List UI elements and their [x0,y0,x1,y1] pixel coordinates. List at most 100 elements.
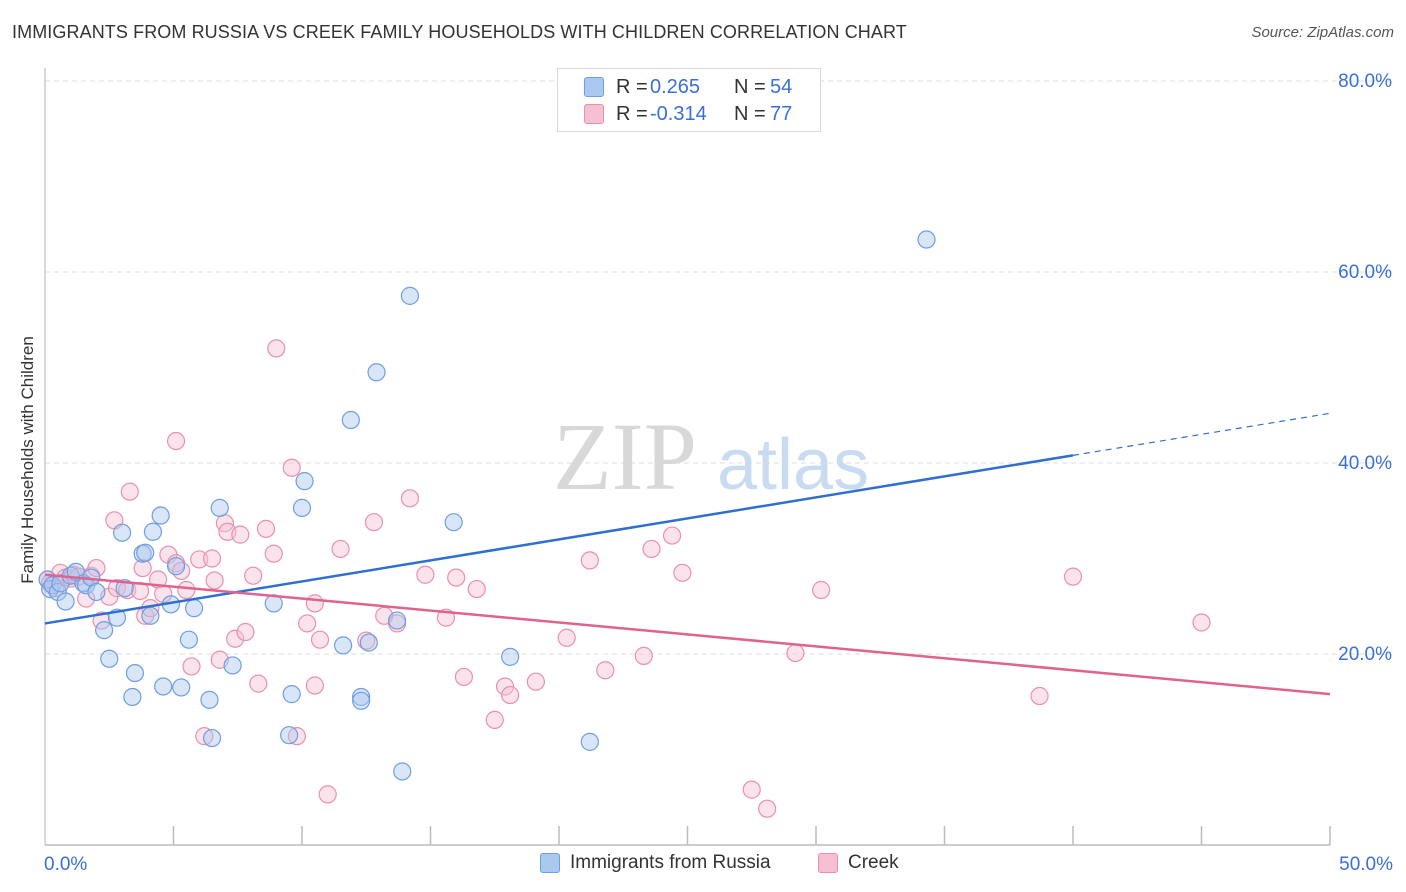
creek-point [305,676,324,695]
russia-point [172,678,191,697]
legend-swatch-russia [584,77,604,97]
russia-point [292,498,312,517]
creek-points [38,339,1211,818]
russia-point [179,630,199,649]
y-tick-label: 80.0% [1338,71,1392,92]
trend-lines [44,412,1331,696]
legend-item-russia[interactable]: Immigrants from Russia [540,852,771,874]
russia-point [580,732,599,751]
creek-point [634,646,653,666]
creek-point [244,566,263,585]
creek-point [596,661,615,680]
creek-point [205,571,224,590]
creek-point [485,710,504,729]
russia-point [143,522,163,541]
axes [44,68,1331,846]
legend-swatch-russia [540,853,560,873]
x-tick-label: 50.0% [1339,854,1393,875]
russia-point [112,523,132,542]
russia-point [123,687,142,707]
creek-point [267,339,286,358]
creek-point [202,549,222,568]
russia-point [280,726,299,745]
russia-point [444,513,463,532]
creek-point [742,780,761,799]
chart-title: IMMIGRANTS FROM RUSSIA VS CREEK FAMILY H… [12,22,907,42]
creek-point [557,628,576,647]
creek-point [120,482,139,501]
creek-point [331,539,350,559]
russia-point [136,543,155,562]
russia-point [295,472,314,491]
russia-point [387,611,407,630]
creek-point [495,677,515,696]
legend-n-label: N = [734,75,766,98]
creek-point [673,563,692,582]
russia-trend-extension [1072,412,1331,456]
russia-point [334,636,353,655]
watermark: ZIP atlas [553,403,869,510]
creek-point [231,525,250,544]
y-tick-label: 60.0% [1338,262,1392,283]
creek-point [77,589,96,608]
creek-point [526,672,545,691]
russia-point [166,557,186,576]
creek-point [467,579,486,599]
creek-point [282,458,301,477]
legend-r-label: R = [616,102,648,125]
creek-point [812,580,831,600]
legend-item-creek[interactable]: Creek [818,852,899,874]
russia-point [359,633,378,652]
x-tick-labels: 0.0% 50.0% [44,854,1393,875]
creek-point [758,799,777,818]
creek-trend-line [44,573,1331,696]
creek-point [182,657,201,676]
russia-trend-line [44,454,1074,625]
russia-point [352,687,371,707]
legend-n-value: 77 [770,102,793,125]
russia-point [501,647,520,666]
russia-point [917,230,936,249]
russia-point [100,649,119,668]
legend-swatch-creek [584,104,604,124]
creek-point [1192,613,1211,632]
creek-point [236,622,255,642]
russia-point [223,656,242,675]
source-credit: Source: ZipAtlas.com [1251,24,1394,41]
creek-point [256,519,276,538]
legend-label-creek: Creek [848,852,899,873]
correlation-legend: R = 0.265 N = 54 R = -0.314 N = 77 [557,68,821,132]
russia-point [367,363,386,382]
gridlines [45,80,1392,655]
creek-point [416,565,435,584]
russia-point [141,606,160,625]
russia-point [87,582,106,602]
creek-point [1063,567,1083,586]
creek-point [1030,686,1049,706]
creek-point [580,551,599,570]
creek-point [190,550,209,569]
russia-point [210,498,229,517]
legend-row-russia: R = 0.265 N = 54 [584,75,792,99]
creek-point [454,667,474,687]
legend-row-creek: R = -0.314 N = 77 [584,102,792,126]
creek-point [642,539,661,559]
creek-point [357,631,376,650]
y-tick-labels: 20.0% 40.0% 60.0% 80.0% [1338,71,1392,665]
russia-point [282,685,301,704]
creek-point [310,630,330,649]
creek-point [298,614,317,633]
creek-point [364,513,384,532]
legend-n-value: 54 [770,75,793,98]
russia-point [56,592,75,611]
x-tick-label: 0.0% [44,854,87,875]
russia-point [125,663,145,683]
creek-point [662,526,682,545]
russia-points [38,230,936,781]
creek-point [249,674,268,693]
russia-point [151,506,170,525]
creek-point [133,558,152,578]
creek-point [786,643,805,663]
creek-point [87,558,106,578]
